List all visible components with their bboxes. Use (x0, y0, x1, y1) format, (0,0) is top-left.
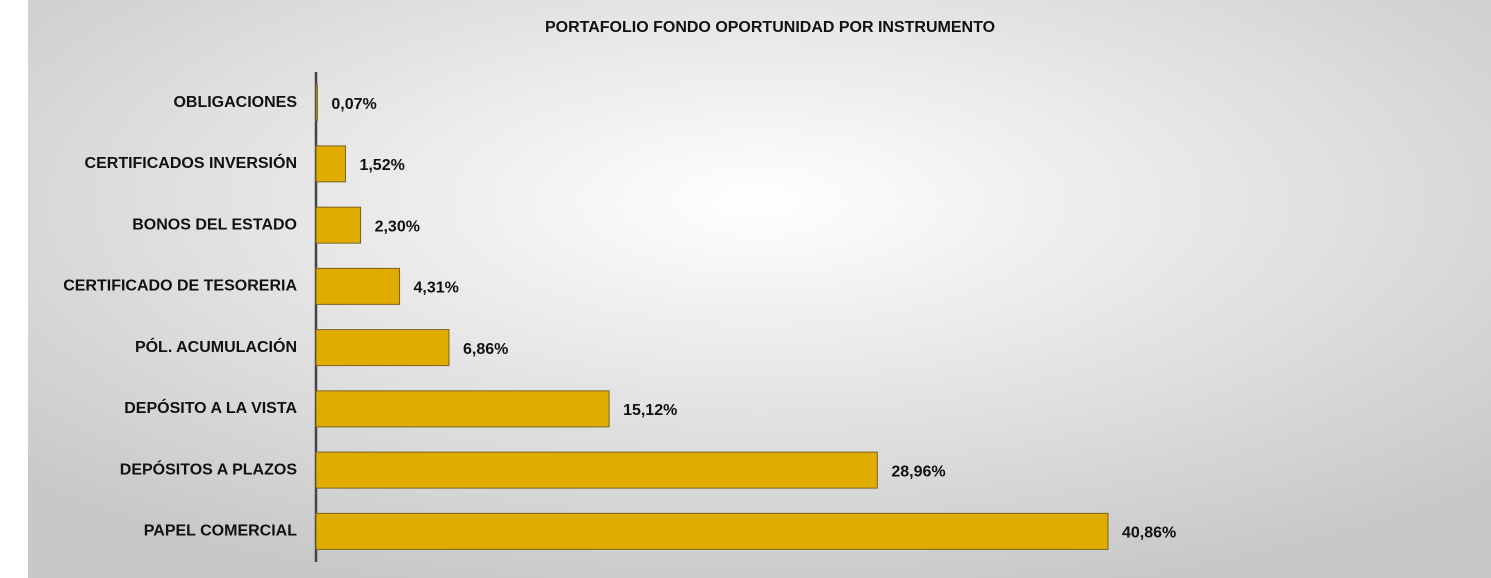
bar (315, 145, 346, 183)
chart-title: PORTAFOLIO FONDO OPORTUNIDAD POR INSTRUM… (545, 19, 995, 36)
value-label: 1,52% (359, 157, 404, 174)
category-label: DEPÓSITO A LA VISTA (124, 398, 297, 417)
bar (315, 267, 401, 305)
value-label: 0,07% (331, 96, 376, 113)
bar (315, 390, 610, 428)
category-label: PÓL. ACUMULACIÓN (135, 337, 297, 356)
category-label: DEPÓSITOS A PLAZOS (120, 459, 298, 478)
value-label: 2,30% (375, 218, 420, 235)
bar (315, 84, 318, 122)
value-label: 6,86% (463, 341, 508, 358)
value-label: 15,12% (623, 402, 677, 419)
bar (315, 329, 450, 367)
category-label: CERTIFICADO DE TESORERIA (63, 278, 297, 295)
category-label: PAPEL COMERCIAL (144, 523, 297, 540)
bar (315, 512, 1109, 550)
category-label: CERTIFICADOS INVERSIÓN (85, 153, 297, 172)
value-label: 4,31% (414, 280, 459, 297)
bar (315, 451, 878, 489)
category-label: OBLIGACIONES (173, 94, 297, 111)
value-label: 40,86% (1122, 525, 1176, 542)
value-label: 28,96% (891, 463, 945, 480)
bar (315, 206, 362, 244)
category-label: BONOS DEL ESTADO (132, 216, 297, 233)
